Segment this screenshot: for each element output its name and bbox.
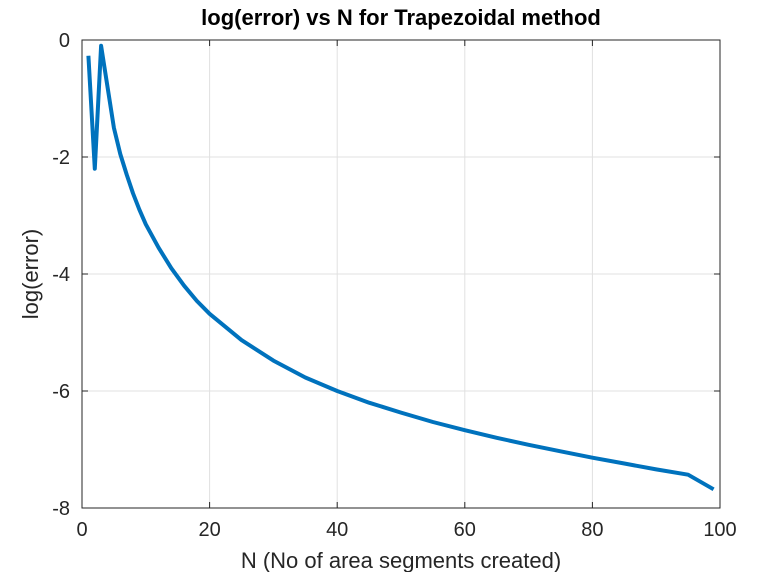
x-tick-label: 40 [326,519,348,541]
x-tick-label: 20 [198,519,220,541]
x-tick-label: 0 [76,519,87,541]
y-tick-label: 0 [59,30,70,52]
chart-title: log(error) vs N for Trapezoidal method [201,5,601,30]
x-tick-label: 80 [581,519,603,541]
x-axis-label: N (No of area segments created) [241,548,561,572]
series-group [86,43,715,492]
ticks: 0 20 40 60 80 100 0 -2 -4 -6 -8 [52,30,736,541]
x-tick-label: 100 [703,519,736,541]
y-tick-label: -2 [52,147,70,169]
x-tick-label: 60 [454,519,476,541]
y-tick-label: -6 [52,381,70,403]
y-axis-label: log(error) [18,229,43,319]
y-tick-label: -8 [52,498,70,520]
y-tick-label: -4 [52,264,70,286]
series-line [86,43,715,492]
